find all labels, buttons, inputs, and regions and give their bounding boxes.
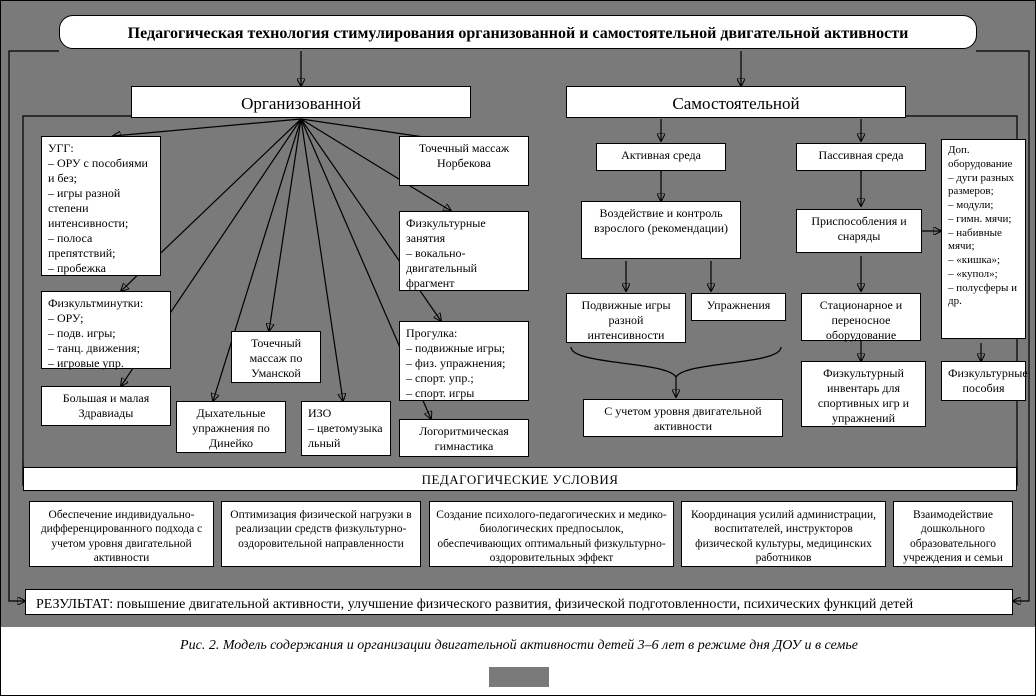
box-vozdeystvie: Воздействие и контроль взрослого (рекоме… bbox=[581, 201, 741, 259]
box-aktivnaya-sreda: Активная среда bbox=[596, 143, 726, 171]
box-logoritm: Логоритмическая гимнастика bbox=[399, 419, 529, 457]
branch-independent: Самостоятельной bbox=[566, 86, 906, 118]
result-box: РЕЗУЛЬТАТ: повышение двигательной активн… bbox=[25, 589, 1013, 615]
figure-caption: Рис. 2. Модель содержания и организации … bbox=[51, 631, 987, 657]
box-massazh-umanskaya: Точечный массаж по Уманской bbox=[231, 331, 321, 383]
box-dyhatelnye: Дыхательные упражнения по Динейко bbox=[176, 401, 286, 453]
diagram-canvas: Педагогическая технология стимулирования… bbox=[0, 0, 1036, 696]
box-podvizhnye-igry: Подвижные игры разной интенсивности bbox=[566, 293, 686, 343]
ped-condition-2: Оптимизация физической нагрузки в реализ… bbox=[221, 501, 421, 567]
box-progulka: Прогулка: – подвижные игры; – физ. упраж… bbox=[399, 321, 529, 401]
ped-condition-1: Обеспечение индивидуально-дифференцирова… bbox=[29, 501, 214, 567]
bottom-tab bbox=[489, 667, 549, 687]
ped-condition-5: Взаимодействие дошкольного образовательн… bbox=[893, 501, 1013, 567]
box-prisposobleniya: Приспособления и снаряды bbox=[796, 209, 922, 253]
title-box: Педагогическая технология стимулирования… bbox=[59, 15, 977, 49]
ped-conditions-title: ПЕДАГОГИЧЕСКИЕ УСЛОВИЯ bbox=[23, 467, 1017, 491]
box-zdraviady: Большая и малая Здравиады bbox=[41, 386, 171, 426]
box-massazh-norbekov: Точечный массаж Норбекова bbox=[399, 136, 529, 186]
ped-condition-4: Координация усилий администрации, воспит… bbox=[681, 501, 886, 567]
box-dop-oborudovanie: Доп. оборудование – дуги разных размеров… bbox=[941, 139, 1026, 339]
branch-organized: Организованной bbox=[131, 86, 471, 118]
ped-condition-3: Создание психолого-педагогических и меди… bbox=[429, 501, 674, 567]
curly-brace bbox=[561, 343, 791, 399]
box-fizkultminutki: Физкультминутки: – ОРУ; – подв. игры; – … bbox=[41, 291, 171, 369]
box-inventar: Физкультурный инвентарь для спортивных и… bbox=[801, 361, 926, 427]
box-posobiya: Физкультурные пособия bbox=[941, 361, 1026, 401]
box-izo: ИЗО – цветомузыка льный bbox=[301, 401, 391, 456]
box-fizkult-zanyatiya: Физкультурные занятия – вокально-двигате… bbox=[399, 211, 529, 291]
box-statsionarnoe: Стационарное и переносное оборудование bbox=[801, 293, 921, 341]
box-ugg: УГГ: – ОРУ с пособиями и без; – игры раз… bbox=[41, 136, 161, 276]
box-s-uchetom: С учетом уровня двигательной активности bbox=[583, 399, 783, 437]
box-uprazhneniya: Упражнения bbox=[691, 293, 786, 321]
box-passivnaya-sreda: Пассивная среда bbox=[796, 143, 926, 171]
